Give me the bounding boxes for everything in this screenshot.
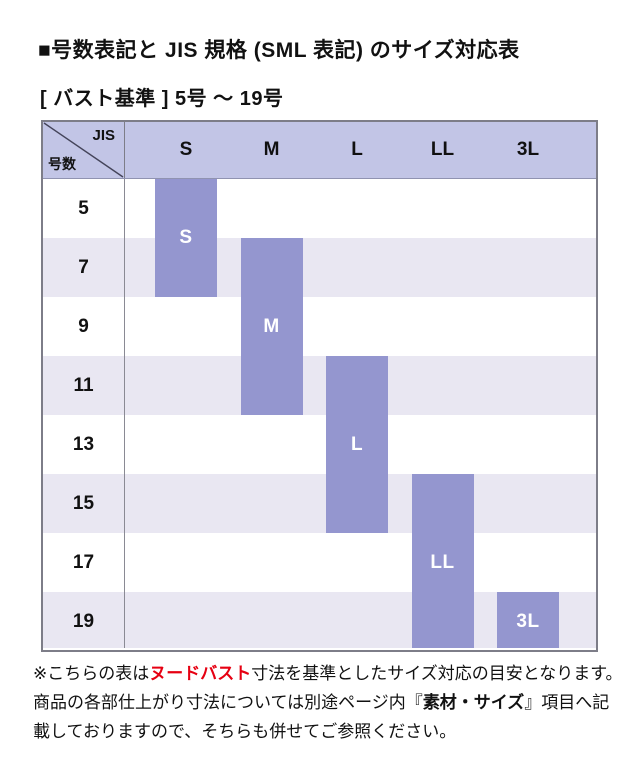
footnote-line-2: 商品の各部仕上がり寸法については別途ページ内『素材・サイズ』項目へ記	[33, 688, 633, 717]
table-row-11: 11	[43, 356, 596, 415]
size-bar-label-LL: LL	[430, 551, 455, 573]
corner-label-gosu: 号数	[48, 156, 76, 172]
footnote-segment: ヌードバスト	[149, 664, 252, 683]
size-bar-label-S: S	[179, 227, 193, 248]
table-row-15: 15	[43, 474, 596, 533]
row-label-9: 9	[78, 316, 89, 337]
table-header: JIS 号数 S M L LL 3L	[43, 122, 596, 179]
footnote: ※こちらの表はヌードバスト寸法を基準としたサイズ対応の目安となります。 商品の各部…	[33, 659, 633, 746]
column-header-M: M	[263, 139, 280, 160]
footnote-segment: 寸法を基準としたサイズ対応の目安となります。	[251, 664, 623, 683]
size-bar-S: S	[155, 179, 217, 297]
subtitle-bust-range: [ バスト基準 ] 5号 ～ 19号	[40, 88, 284, 110]
footnote-segment: 載しておりますので、そちらも併せてご参照ください。	[33, 722, 457, 741]
table-row-9: 9	[43, 297, 596, 356]
footnote-line-3: 載しておりますので、そちらも併せてご参照ください。	[33, 717, 633, 746]
table-row-17: 17	[43, 533, 596, 592]
size-bar-L: L	[326, 356, 388, 533]
size-bar-label-L: L	[350, 433, 364, 455]
size-bar-LL: LL	[411, 474, 474, 648]
row-label-19: 19	[72, 611, 95, 632]
row-label-5: 5	[78, 198, 89, 219]
footnote-line-1: ※こちらの表はヌードバスト寸法を基準としたサイズ対応の目安となります。	[33, 659, 633, 688]
table-row-5: 5	[43, 179, 596, 238]
table-row-13: 13	[43, 415, 596, 474]
size-bar-label-M: M	[263, 315, 280, 337]
column-header-S: S	[179, 139, 193, 160]
size-correspondence-table: JIS 号数 S M L LL 3L 5 7 9 11 13 15 17 19 S M L LL 3L	[41, 120, 598, 652]
label-column-divider	[124, 179, 125, 648]
footnote-segment: ※こちらの表は	[33, 664, 150, 683]
corner-cell: JIS 号数	[43, 122, 125, 178]
size-bar-M: M	[240, 238, 303, 415]
column-header-LL: LL	[430, 139, 455, 160]
row-label-13: 13	[72, 434, 95, 455]
size-bar-3L: 3L	[497, 592, 559, 648]
column-header-L: L	[351, 139, 363, 160]
footnote-segment: 素材・サイズ	[422, 693, 525, 712]
diagonal-line-icon	[43, 122, 124, 178]
row-label-11: 11	[73, 375, 94, 396]
footnote-segment: 』項目へ記	[524, 693, 610, 712]
size-bar-label-3L: 3L	[516, 610, 540, 632]
column-header-3L: 3L	[516, 139, 540, 160]
table-body: 5 7 9 11 13 15 17 19 S M L LL 3L	[43, 179, 596, 648]
row-label-17: 17	[72, 552, 95, 573]
row-label-15: 15	[72, 493, 95, 514]
row-label-7: 7	[78, 257, 89, 278]
corner-label-jis: JIS	[92, 127, 115, 144]
page-title: ■号数表記と JIS 規格 (SML 表記) のサイズ対応表	[38, 39, 520, 62]
footnote-segment: 商品の各部仕上がり寸法については別途ページ内『	[33, 693, 423, 712]
table-row-7: 7	[43, 238, 596, 297]
